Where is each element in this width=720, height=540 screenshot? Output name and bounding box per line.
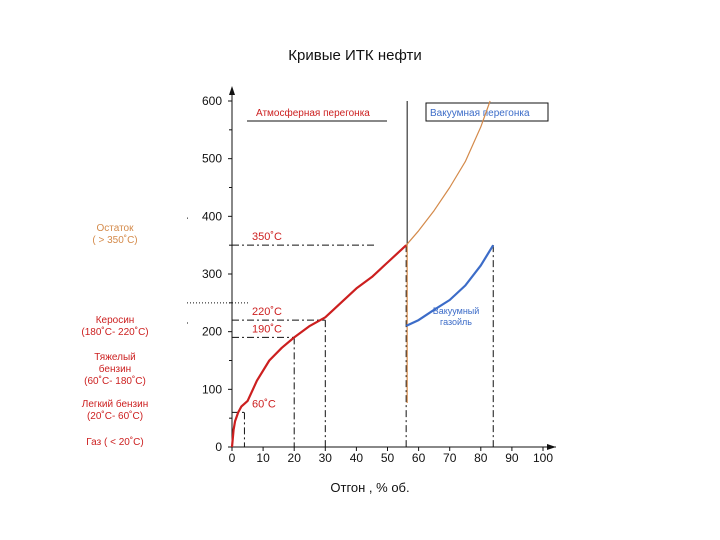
series-atmospheric-line [230, 244, 407, 448]
legend-vacuum: Вакуумная перегонка [430, 108, 530, 119]
fraction-label: Тяжелый [94, 352, 136, 363]
y-tick-label: 300 [202, 267, 222, 281]
y-tick-label: 600 [202, 94, 222, 108]
x-tick-label: 10 [256, 451, 270, 465]
legend-atmospheric: Атмосферная перегонка [256, 107, 370, 119]
fraction-label: Газ ( < 20˚C) [86, 436, 143, 448]
chart-title: Кривые ИТК нефти [288, 47, 421, 64]
x-tick-label: 50 [381, 451, 395, 465]
x-tick-label: 30 [319, 451, 333, 465]
fraction-label: (20˚C- 60˚C) [87, 410, 143, 422]
fraction-label: (60˚C- 180˚C) [84, 375, 146, 387]
y-tick-label: 100 [202, 382, 222, 396]
x-tick-label: 80 [474, 451, 488, 465]
temperature-label: 350˚C [252, 231, 282, 243]
x-tick-label: 40 [350, 451, 364, 465]
x-axis-label: Отгон , % об. [330, 480, 409, 495]
y-tick-label: 400 [202, 209, 222, 223]
fraction-label: ( > 350˚C) [92, 234, 137, 246]
plot-area: 0 100 200 300 400 500 600 0 10 20 30 40 50 60 70 80 90 10… [81, 86, 556, 465]
x-tick-label: 20 [288, 451, 302, 465]
vacuum-gasoil-label-line1: Вакуумный [433, 306, 480, 316]
series-vacuum-line [405, 100, 491, 246]
y-tick-label: 0 [215, 440, 222, 454]
series-vacuum-gasoil-line [405, 244, 495, 327]
y-axis-arrow [229, 86, 235, 95]
y-tick-label: 200 [202, 325, 222, 339]
temperature-label: 190˚C [252, 323, 282, 335]
legend-vacuum-box [425, 102, 549, 122]
fraction-label: Остаток [97, 223, 135, 234]
x-tick-label: 100 [533, 451, 553, 465]
x-tick-label: 70 [443, 451, 457, 465]
y-tick-label: 500 [202, 152, 222, 166]
fraction-label: Легкий бензин [82, 398, 149, 410]
vacuum-gasoil-label-line2: газойль [440, 317, 472, 327]
temperature-label: 60˚C [252, 398, 276, 410]
x-tick-label: 90 [505, 451, 519, 465]
temperature-label: 220˚C [252, 306, 282, 318]
fraction-label: (180˚C- 220˚C) [81, 326, 148, 338]
x-axis-arrow [547, 444, 556, 450]
x-tick-label: 0 [229, 451, 236, 465]
fraction-label: Керосин [96, 315, 135, 326]
x-tick-label: 60 [412, 451, 426, 465]
fraction-label: бензин [99, 363, 131, 375]
